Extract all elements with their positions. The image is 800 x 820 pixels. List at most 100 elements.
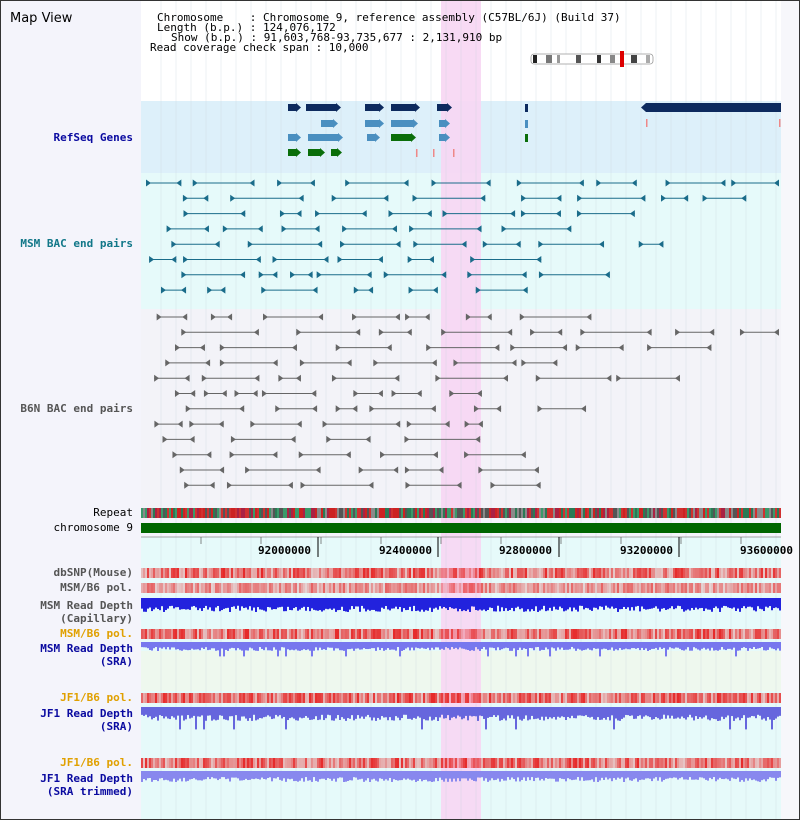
- jf1-depth-trimmed-bar: [165, 771, 167, 780]
- msm-b6-pol-sra-cell: [417, 629, 419, 639]
- msm-depth-capillary-bar: [771, 598, 773, 611]
- msm-depth-sra-bar: [265, 642, 267, 648]
- msm-depth-sra-bar: [567, 642, 569, 650]
- dbsnp-density-cell: [411, 568, 413, 578]
- jf1-depth-trimmed-bar: [497, 771, 499, 779]
- bac-end-marker: [394, 313, 400, 321]
- msm-b6-pol-sra-cell: [673, 629, 675, 639]
- jf1-b6-pol-cell: [465, 693, 467, 703]
- repeat-feature: [773, 508, 775, 518]
- jf1-depth-trimmed-bar: [681, 771, 683, 778]
- track-label-jf1-read-depth-sra[interactable]: JF1 Read Depth: [40, 707, 133, 720]
- bac-end-marker: [388, 210, 394, 218]
- repeat-feature: [681, 508, 683, 518]
- repeat-feature: [151, 508, 153, 518]
- bac-end-marker: [154, 420, 160, 428]
- repeat-feature: [605, 508, 607, 518]
- bac-end-marker: [510, 344, 516, 352]
- msm-depth-sra-bar: [207, 642, 209, 651]
- repeat-feature: [687, 508, 689, 518]
- jf1-depth-trimmed-bar: [567, 771, 569, 779]
- dbsnp-density-cell: [485, 568, 487, 578]
- jf1-depth-sra-bar: [551, 707, 553, 719]
- msm-b6-pol-sra-cell: [527, 629, 529, 639]
- gene-strand-arrow: [415, 103, 420, 112]
- jf1-b6-pol-2-cell: [297, 758, 299, 768]
- jf1-b6-pol-cell: [213, 693, 215, 703]
- msm-b6-pol-cell: [507, 583, 509, 593]
- track-label-dbsnp[interactable]: dbSNP(Mouse): [53, 566, 133, 579]
- jf1-depth-trimmed-bar: [465, 771, 467, 779]
- jf1-depth-sra-bar: [769, 707, 771, 720]
- msm-b6-pol-sra-cell: [439, 629, 441, 639]
- msm-b6-pol-sra-cell: [211, 629, 213, 639]
- track-label-jf1-read-depth-trimmed[interactable]: JF1 Read Depth: [40, 772, 133, 785]
- jf1-b6-pol-cell: [237, 693, 239, 703]
- bac-end-marker: [201, 374, 207, 382]
- repeat-feature: [231, 508, 233, 518]
- bac-end-marker: [342, 225, 348, 233]
- msm-b6-pol-sra-cell: [349, 629, 351, 639]
- repeat-feature: [663, 508, 665, 518]
- msm-depth-capillary-bar: [155, 598, 157, 608]
- jf1-b6-pol-cell: [191, 693, 193, 703]
- jf1-b6-pol-cell: [169, 693, 171, 703]
- track-label-refseq-genes[interactable]: RefSeq Genes: [53, 131, 133, 144]
- msm-b6-pol-cell: [371, 583, 373, 593]
- msm-b6-pol-cell: [499, 583, 501, 593]
- msm-depth-sra-bar: [585, 642, 587, 650]
- ideogram-band: [576, 55, 581, 63]
- bac-end-marker: [181, 271, 187, 279]
- msm-depth-capillary-bar: [401, 598, 403, 612]
- dbsnp-density-cell: [253, 568, 255, 578]
- jf1-b6-pol-cell: [241, 693, 243, 703]
- msm-depth-capillary-bar: [189, 598, 191, 610]
- msm-b6-pol-cell: [571, 583, 573, 593]
- msm-depth-sra-bar: [395, 642, 397, 651]
- dbsnp-density-cell: [453, 568, 455, 578]
- track-label-msm-b6-pol-sra[interactable]: MSM/B6 pol.: [60, 627, 133, 640]
- jf1-b6-pol-cell: [651, 693, 653, 703]
- track-label-msm-b6-pol[interactable]: MSM/B6 pol.: [60, 581, 133, 594]
- msm-depth-capillary-bar: [269, 598, 271, 608]
- track-label-jf1-b6-pol[interactable]: JF1/B6 pol.: [60, 691, 133, 704]
- msm-b6-pol-cell: [383, 583, 385, 593]
- jf1-b6-pol-cell: [579, 693, 581, 703]
- jf1-depth-trimmed-bar: [379, 771, 381, 779]
- track-label-msm-read-depth-sra[interactable]: MSM Read Depth: [40, 642, 133, 655]
- jf1-depth-trimmed-bar: [553, 771, 555, 779]
- jf1-depth-trimmed-bar: [453, 771, 455, 779]
- msm-b6-pol-sra-cell: [391, 629, 393, 639]
- msm-depth-capillary-bar: [449, 598, 451, 608]
- track-label-b6n-bac-end-pairs[interactable]: B6N BAC end pairs: [20, 402, 133, 415]
- jf1-b6-pol-cell: [759, 693, 761, 703]
- jf1-b6-pol-cell: [335, 693, 337, 703]
- jf1-depth-trimmed-bar: [351, 771, 353, 781]
- dbsnp-density-cell: [383, 568, 385, 578]
- jf1-depth-sra-bar: [211, 707, 213, 721]
- msm-depth-capillary-bar: [603, 598, 605, 610]
- jf1-b6-pol-cell: [315, 693, 317, 703]
- refseq-gene: [306, 104, 336, 111]
- jf1-b6-pol-cell: [223, 693, 225, 703]
- repeat-feature: [715, 508, 717, 518]
- msm-b6-pol-sra-cell: [757, 629, 759, 639]
- jf1-depth-trimmed-bar: [185, 771, 187, 782]
- jf1-depth-sra-bar: [397, 707, 399, 718]
- jf1-depth-sra-bar: [493, 707, 495, 716]
- track-label-jf1-b6-pol-2[interactable]: JF1/B6 pol.: [60, 756, 133, 769]
- track-label-msm-bac-end-pairs[interactable]: MSM BAC end pairs: [20, 237, 133, 250]
- msm-depth-capillary-bar: [271, 598, 273, 610]
- bac-end-marker: [596, 179, 602, 187]
- jf1-depth-sra-bar: [465, 707, 467, 716]
- jf1-depth-trimmed-bar: [279, 771, 281, 780]
- msm-b6-pol-cell: [405, 583, 407, 593]
- msm-b6-pol-cell: [307, 583, 309, 593]
- jf1-b6-pol-cell: [669, 693, 671, 703]
- jf1-depth-trimmed-bar: [263, 771, 265, 779]
- track-label-msm-read-depth-capillary[interactable]: MSM Read Depth: [40, 599, 133, 612]
- dbsnp-density-cell: [353, 568, 355, 578]
- dbsnp-density-cell: [641, 568, 643, 578]
- bac-end-marker: [250, 420, 256, 428]
